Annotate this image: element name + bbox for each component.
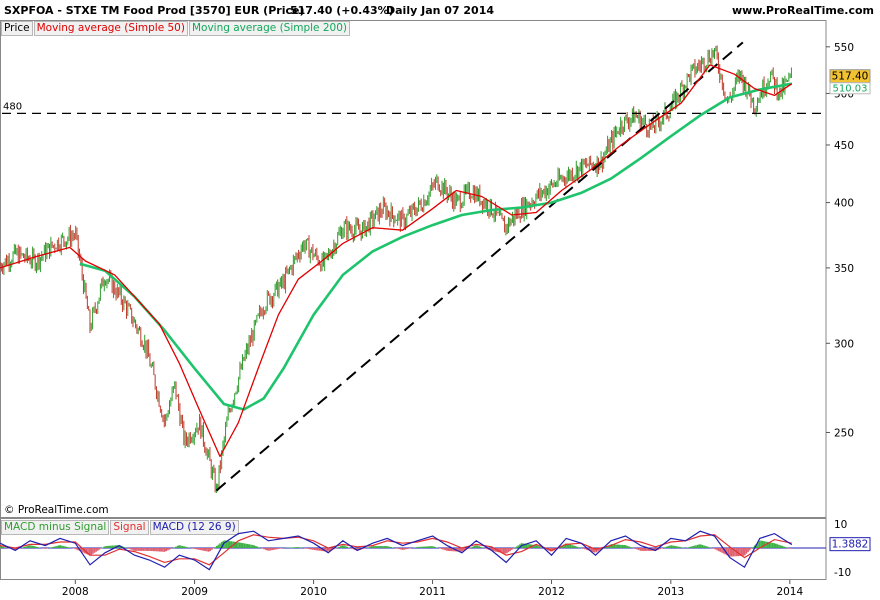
x-tick-label: 2014: [776, 586, 803, 598]
x-tick-label: 2011: [419, 586, 446, 598]
x-tick-label: 2008: [62, 586, 89, 598]
macd-panel-frame: [0, 518, 827, 580]
last-price-label: 517.40: [832, 71, 869, 83]
chart-header: SXPFOA - STXE TM Food Prod [3570] EUR (P…: [0, 0, 880, 20]
y-tick-label: 400: [834, 198, 854, 210]
period-date: Daily Jan 07 2014: [386, 4, 495, 17]
macd-line: [0, 530, 793, 571]
ma50-line: [0, 64, 793, 458]
price-candles: [0, 45, 792, 493]
trendline: [215, 41, 744, 492]
macd-last-label: 1.3882: [832, 539, 869, 551]
macd-y-tick-label: 10: [834, 519, 847, 531]
legend-macd-line[interactable]: MACD (12 26 9): [149, 520, 239, 535]
x-tick-label: 2012: [538, 586, 565, 598]
y-tick-label: 450: [834, 140, 854, 152]
ma-value-badge: [829, 82, 871, 95]
last-price-change: 517.40 (+0.43%): [290, 4, 394, 17]
y-tick-label: 250: [834, 427, 854, 439]
price-legend: Price Moving average (Simple 50) Moving …: [1, 21, 351, 36]
y-tick-label: 300: [834, 338, 854, 350]
ma200-line: [79, 82, 793, 411]
copyright-text: © ProRealTime.com: [4, 504, 109, 516]
price-panel-frame: [0, 20, 827, 518]
legend-price[interactable]: Price: [1, 21, 33, 36]
legend-ma200[interactable]: Moving average (Simple 200): [188, 21, 350, 36]
legend-ma50[interactable]: Moving average (Simple 50): [33, 21, 188, 36]
x-tick-label: 2009: [181, 586, 208, 598]
x-tick-label: 2010: [300, 586, 327, 598]
site-url[interactable]: www.ProRealTime.com: [731, 4, 874, 17]
macd-y-tick-label: -10: [834, 567, 851, 579]
support-label: 480: [3, 101, 22, 112]
instrument-title: SXPFOA - STXE TM Food Prod [3570] EUR (P…: [4, 4, 305, 17]
legend-macd-hist[interactable]: MACD minus Signal: [1, 520, 110, 535]
y-tick-label: 550: [834, 42, 854, 54]
x-tick-label: 2013: [657, 586, 684, 598]
y-tick-label: 350: [834, 263, 854, 275]
ma-value-label: 510.03: [833, 84, 868, 95]
macd-last-badge: [829, 537, 871, 552]
macd-legend: MACD minus Signal Signal MACD (12 26 9): [1, 520, 240, 535]
legend-macd-signal[interactable]: Signal: [110, 520, 149, 535]
